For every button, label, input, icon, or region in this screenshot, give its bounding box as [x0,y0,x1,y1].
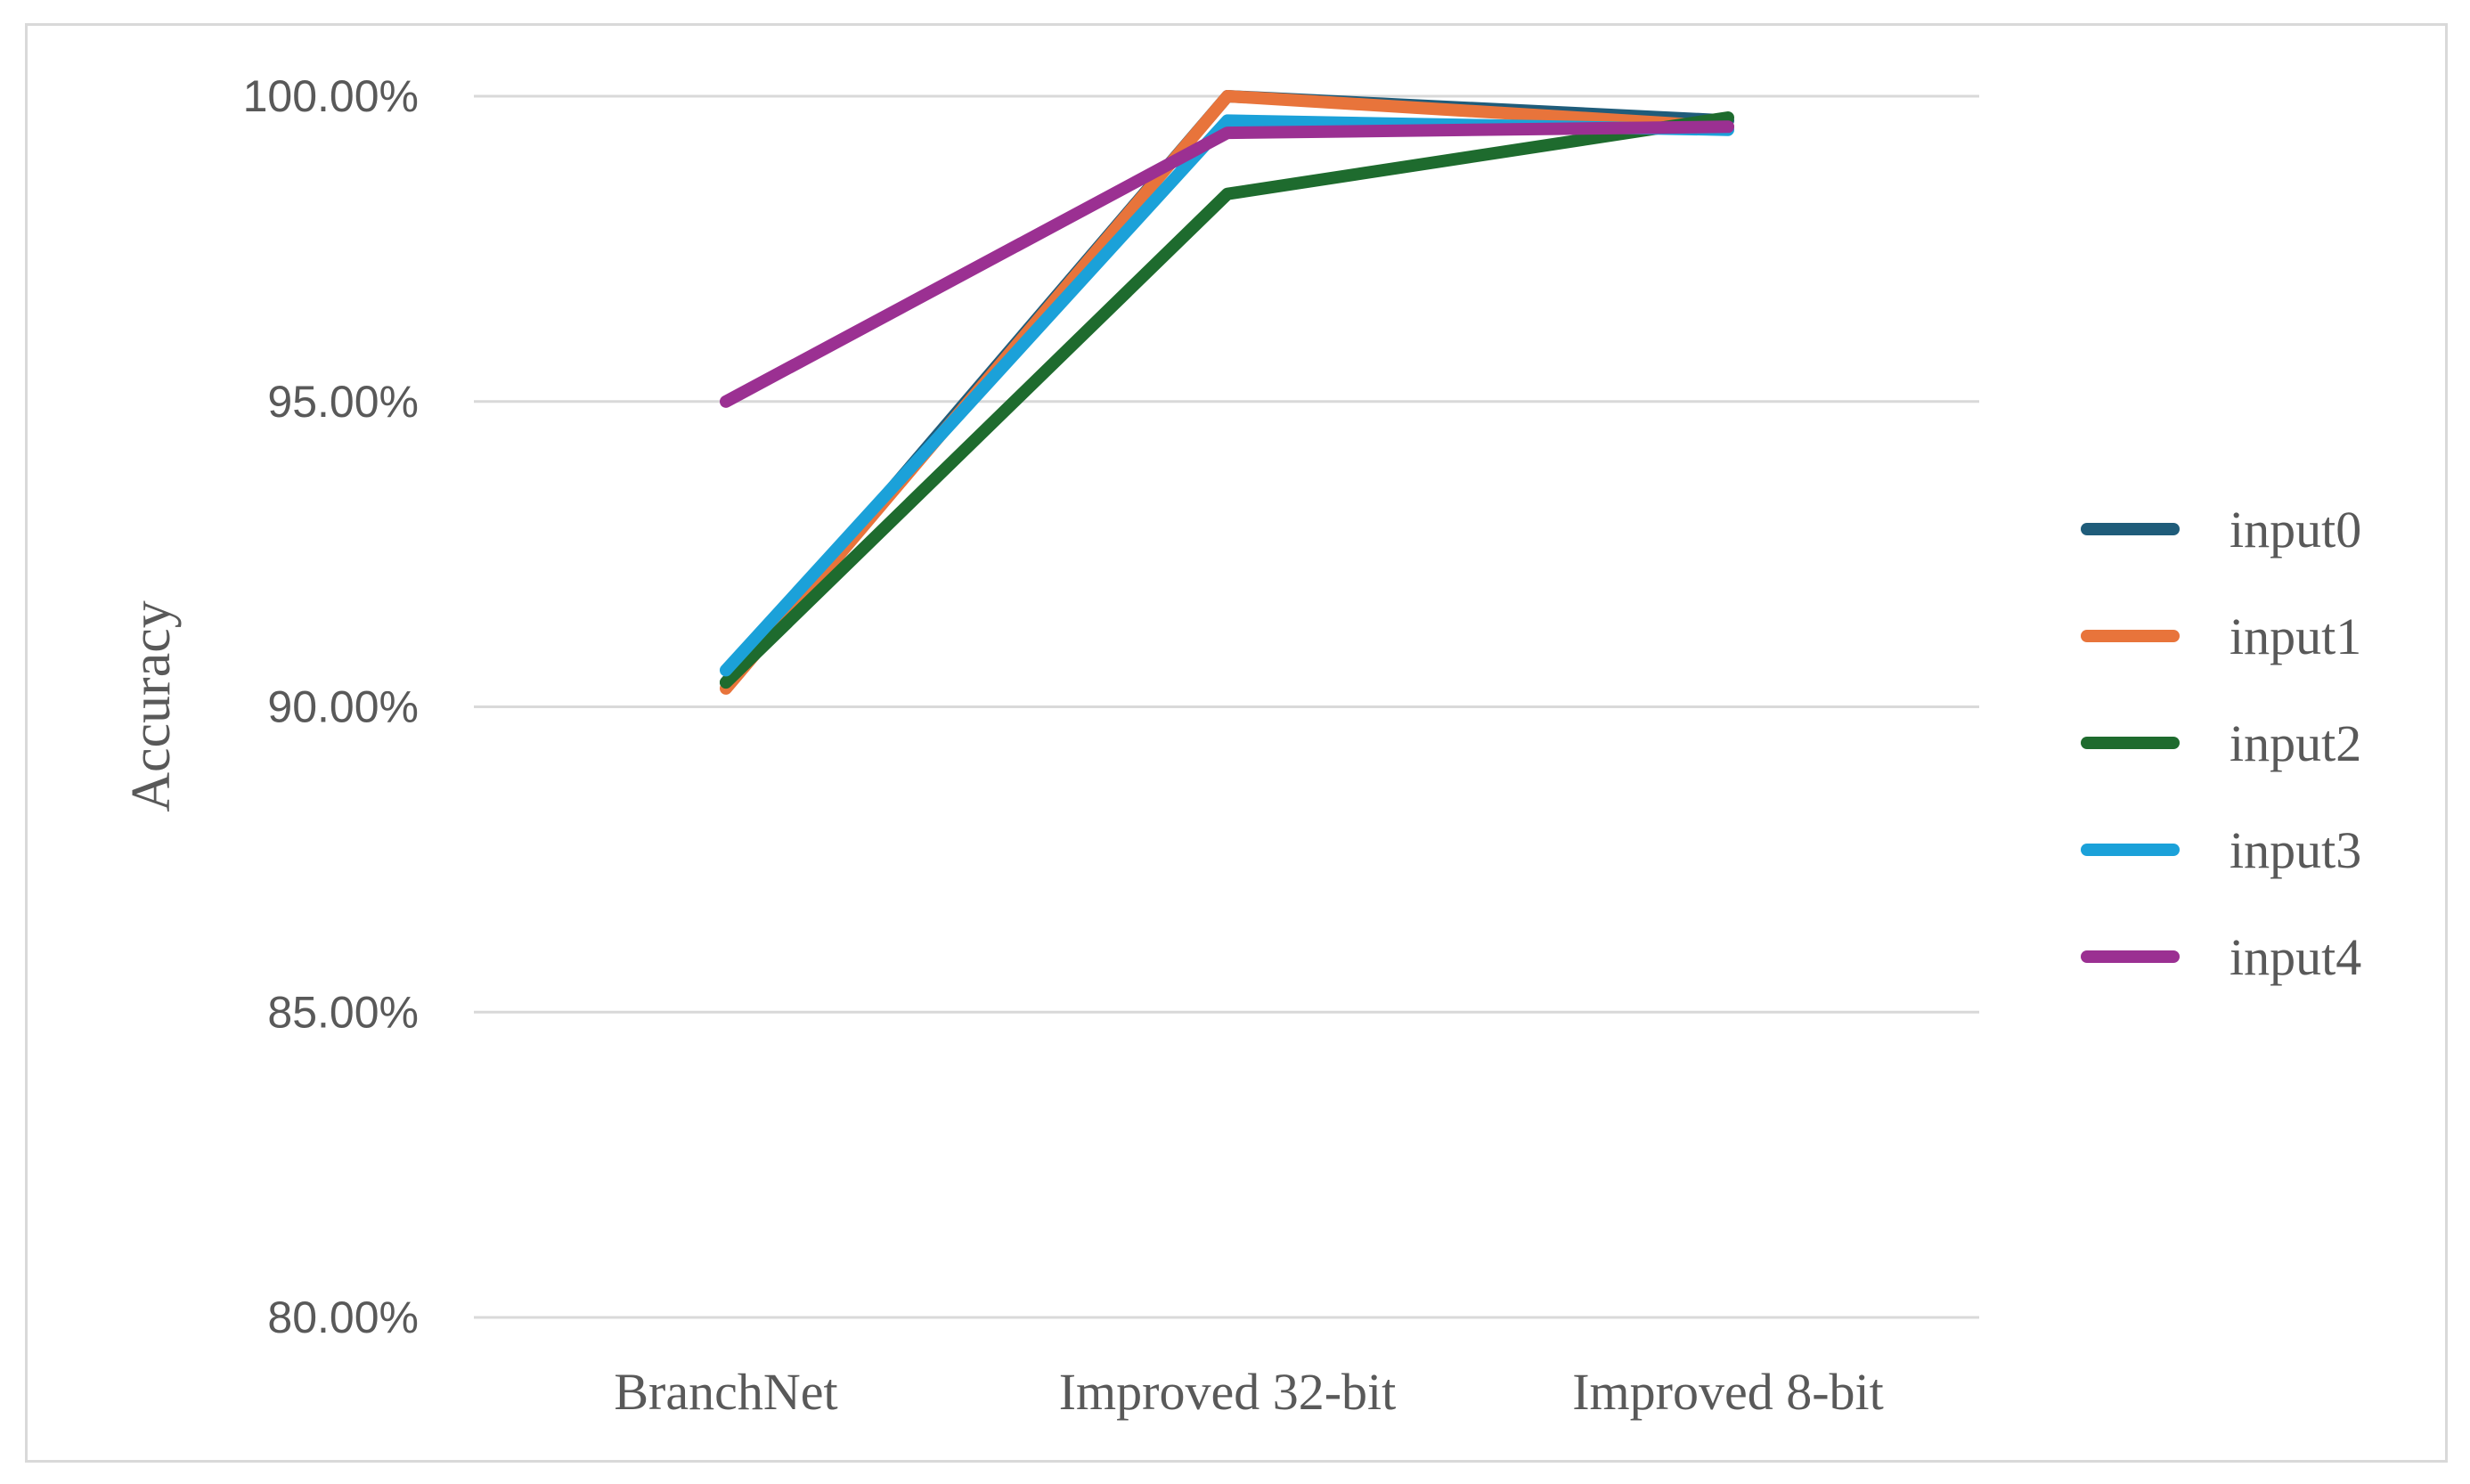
series-line-input2 [720,111,1734,689]
y-tick-label: 80.00% [267,1292,419,1342]
series-line-input1 [720,90,1734,695]
x-tick-label: BranchNet [614,1363,837,1421]
legend-label: input2 [2230,714,2361,772]
gridlines [474,94,1979,1319]
y-tick-label: 85.00% [267,987,419,1037]
legend-label: input4 [2230,928,2361,986]
series-lines [720,90,1734,695]
y-tick-label: 95.00% [267,377,419,427]
legend-label: input1 [2230,607,2361,665]
x-tick-label: Improved 32-bit [1059,1363,1397,1421]
legend-label: input3 [2230,821,2361,879]
y-axis-tick-labels: 80.00% 85.00% 90.00% 95.00% 100.00% [243,71,419,1342]
x-axis-tick-labels: BranchNet Improved 32-bit Improved 8-bit [614,1363,1883,1421]
x-tick-label: Improved 8-bit [1572,1363,1884,1421]
series-line-input4 [720,120,1734,408]
legend-label: input0 [2230,501,2361,559]
y-axis-label: Accuracy [121,600,182,812]
chart-frame [25,23,2448,1463]
series-line-input0 [720,90,1734,689]
y-tick-label: 90.00% [267,682,419,732]
y-tick-label: 100.00% [243,71,419,121]
legend: input0 input1 input2 input3 input4 [2081,501,2361,986]
